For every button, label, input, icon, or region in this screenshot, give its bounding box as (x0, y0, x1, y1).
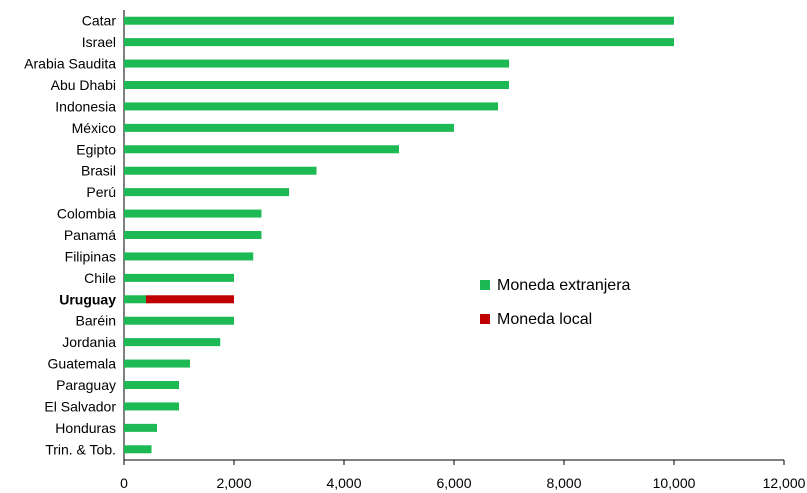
x-tick-label: 0 (120, 475, 128, 491)
x-tick-label: 12,000 (763, 475, 806, 491)
x-tick-label: 8,000 (546, 475, 581, 491)
bar-moneda-extranjera (124, 445, 152, 454)
bar-moneda-extranjera (124, 316, 234, 325)
category-label: Filipinas (65, 248, 116, 264)
bar-moneda-extranjera (124, 231, 262, 239)
category-labels-group: Catar Israel Arabia Saudita Abu Dhabi Indone… (24, 13, 116, 458)
category-label: Arabia Saudita (24, 56, 116, 72)
bar-moneda-extranjera (124, 145, 399, 154)
bar-moneda-extranjera (124, 16, 674, 25)
bar-moneda-extranjera (124, 252, 254, 261)
category-label: El Salvador (44, 398, 116, 414)
category-label: Baréin (76, 313, 116, 329)
category-label: Uruguay (59, 291, 116, 307)
category-label: Honduras (55, 420, 116, 436)
bar-moneda-extranjera (124, 402, 179, 411)
x-tick-label: 6,000 (436, 475, 471, 491)
legend-label: Moneda local (497, 311, 592, 328)
category-label: Indonesia (55, 98, 116, 114)
category-label: Egipto (76, 141, 116, 157)
bar-moneda-local (146, 295, 234, 304)
bar-moneda-extranjera (124, 38, 674, 47)
legend: Moneda extranjera Moneda local (480, 277, 631, 328)
bar-moneda-extranjera (124, 273, 234, 282)
legend-swatch (480, 314, 490, 324)
bar-moneda-extranjera (124, 59, 509, 68)
bar-moneda-extranjera (124, 102, 498, 111)
category-label: Guatemala (48, 356, 117, 372)
bar-moneda-extranjera (124, 166, 317, 175)
category-label: Brasil (81, 163, 116, 179)
bar-moneda-extranjera (124, 209, 262, 218)
x-tick-label: 2,000 (216, 475, 251, 491)
bar-moneda-extranjera (124, 188, 289, 197)
bar-moneda-extranjera (124, 123, 454, 132)
category-label: Paraguay (56, 377, 116, 393)
legend-swatch (480, 280, 490, 290)
bar-moneda-extranjera (124, 381, 179, 389)
legend-label: Moneda extranjera (497, 277, 631, 294)
category-label: Jordania (62, 334, 116, 350)
category-label: México (72, 120, 117, 136)
category-label: Panamá (64, 227, 116, 243)
bars-group (124, 16, 674, 454)
x-tick-label: 4,000 (326, 475, 361, 491)
bar-moneda-extranjera (124, 423, 157, 432)
bar-moneda-extranjera (124, 338, 221, 347)
category-label: Chile (84, 270, 116, 286)
category-label: Trin. & Tob. (45, 441, 116, 457)
x-axis-ticks-group: 0 2,000 4,000 6,000 8,000 10,000 12,000 (120, 460, 806, 491)
x-tick-label: 10,000 (653, 475, 696, 491)
category-label: Israel (82, 34, 116, 50)
bar-moneda-extranjera (124, 295, 146, 304)
category-label: Perú (86, 184, 116, 200)
bar-moneda-extranjera (124, 81, 509, 89)
bar-moneda-extranjera (124, 359, 190, 368)
category-label: Colombia (57, 206, 116, 222)
category-label: Abu Dhabi (51, 77, 116, 93)
category-label: Catar (82, 13, 117, 29)
